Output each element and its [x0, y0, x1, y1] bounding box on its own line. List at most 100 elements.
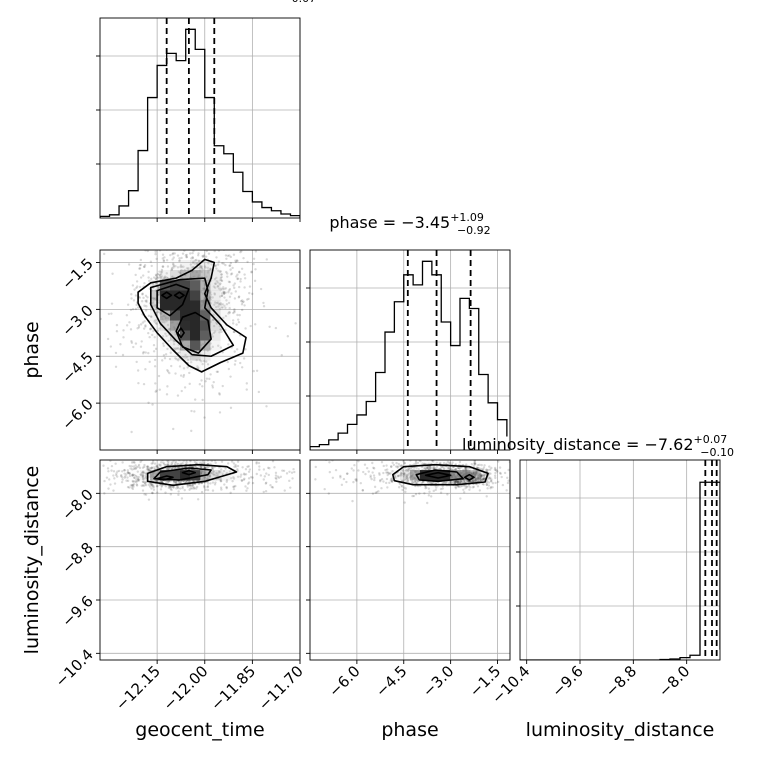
- density-cell: [190, 280, 201, 291]
- scatter-point: [181, 487, 184, 490]
- scatter-point: [154, 273, 158, 277]
- density-cell: [220, 320, 231, 331]
- scatter-point: [183, 488, 186, 492]
- scatter-point: [429, 466, 433, 470]
- density-cell: [160, 270, 171, 281]
- scatter-point: [204, 255, 208, 258]
- scatter-point: [182, 479, 185, 483]
- scatter-point: [456, 485, 459, 488]
- scatter-point: [206, 266, 210, 270]
- scatter-point: [393, 474, 397, 478]
- scatter-point: [128, 464, 131, 468]
- scatter-point: [177, 463, 180, 466]
- scatter-point: [545, 464, 547, 466]
- scatter-point: [210, 333, 214, 336]
- scatter-point: [517, 480, 519, 482]
- scatter-point: [155, 257, 158, 261]
- scatter-point: [151, 454, 153, 456]
- scatter-point: [148, 485, 152, 488]
- scatter-point: [232, 487, 236, 491]
- scatter-point: [90, 476, 92, 478]
- scatter-point: [195, 232, 197, 234]
- histogram-luminosity_distance: [520, 481, 720, 660]
- scatter-point: [397, 462, 401, 466]
- scatter-point: [132, 480, 135, 483]
- scatter-point: [171, 461, 174, 464]
- density-cell: [170, 300, 181, 311]
- scatter-point: [147, 498, 151, 501]
- scatter-point: [137, 463, 141, 467]
- scatter-point: [236, 456, 238, 458]
- scatter-point: [540, 456, 542, 458]
- scatter-point: [141, 484, 145, 487]
- panel-frame: [99, 249, 301, 451]
- scatter-point: [451, 461, 454, 464]
- scatter-point: [458, 467, 461, 470]
- scatter-point: [451, 465, 455, 469]
- scatter-point: [216, 284, 220, 288]
- scatter-point: [291, 477, 294, 480]
- scatter-point: [459, 457, 461, 459]
- scatter-point: [426, 466, 429, 470]
- scatter-point: [219, 470, 222, 474]
- scatter-point: [45, 483, 47, 485]
- scatter-point: [213, 330, 217, 333]
- density-cell: [150, 290, 161, 301]
- scatter-point: [396, 474, 400, 478]
- scatter-point: [147, 469, 151, 472]
- scatter-point: [496, 480, 500, 484]
- scatter-point: [500, 475, 503, 479]
- scatter-point: [144, 482, 147, 485]
- scatter-point: [241, 299, 244, 302]
- scatter-point: [166, 462, 170, 465]
- scatter-point: [167, 486, 171, 490]
- scatter-point: [167, 480, 170, 483]
- scatter-point: [467, 485, 470, 488]
- scatter-point: [232, 311, 235, 315]
- scatter-point: [142, 327, 146, 330]
- scatter-point: [112, 489, 115, 492]
- scatter-point: [225, 257, 228, 260]
- scatter-point: [443, 467, 446, 471]
- scatter-point: [110, 302, 114, 305]
- scatter-point: [427, 465, 431, 469]
- scatter-point: [221, 384, 224, 388]
- scatter-point: [147, 314, 151, 318]
- scatter-point: [477, 477, 480, 480]
- scatter-point: [139, 473, 142, 476]
- scatter-point: [403, 471, 406, 475]
- scatter-point: [507, 479, 510, 482]
- scatter-point: [172, 347, 176, 350]
- scatter-point: [153, 305, 157, 308]
- scatter-point: [236, 188, 238, 190]
- scatter-point: [481, 478, 485, 481]
- scatter-point: [470, 462, 473, 466]
- scatter-point: [128, 321, 131, 324]
- scatter-point: [498, 466, 502, 469]
- scatter-point: [134, 467, 138, 470]
- scatter-point: [116, 470, 119, 473]
- scatter-point: [223, 290, 226, 294]
- scatter-point: [407, 469, 410, 472]
- scatter-point: [477, 467, 481, 470]
- scatter-point: [220, 488, 223, 491]
- scatter-point: [142, 477, 145, 481]
- scatter-point: [236, 469, 239, 472]
- scatter-point: [198, 383, 202, 386]
- scatter-point: [227, 244, 229, 246]
- scatter-point: [154, 250, 157, 253]
- scatter-point: [252, 369, 255, 373]
- scatter-point: [181, 252, 185, 255]
- scatter-point: [233, 297, 237, 300]
- scatter-point: [208, 377, 211, 381]
- scatter-point: [130, 297, 133, 300]
- scatter-point: [132, 484, 135, 487]
- scatter-point: [220, 294, 224, 297]
- scatter-point: [138, 466, 142, 470]
- scatter-point: [195, 258, 198, 262]
- scatter-point: [146, 468, 150, 471]
- scatter-point: [262, 305, 266, 308]
- scatter-point: [184, 353, 187, 357]
- scatter-point: [212, 285, 216, 288]
